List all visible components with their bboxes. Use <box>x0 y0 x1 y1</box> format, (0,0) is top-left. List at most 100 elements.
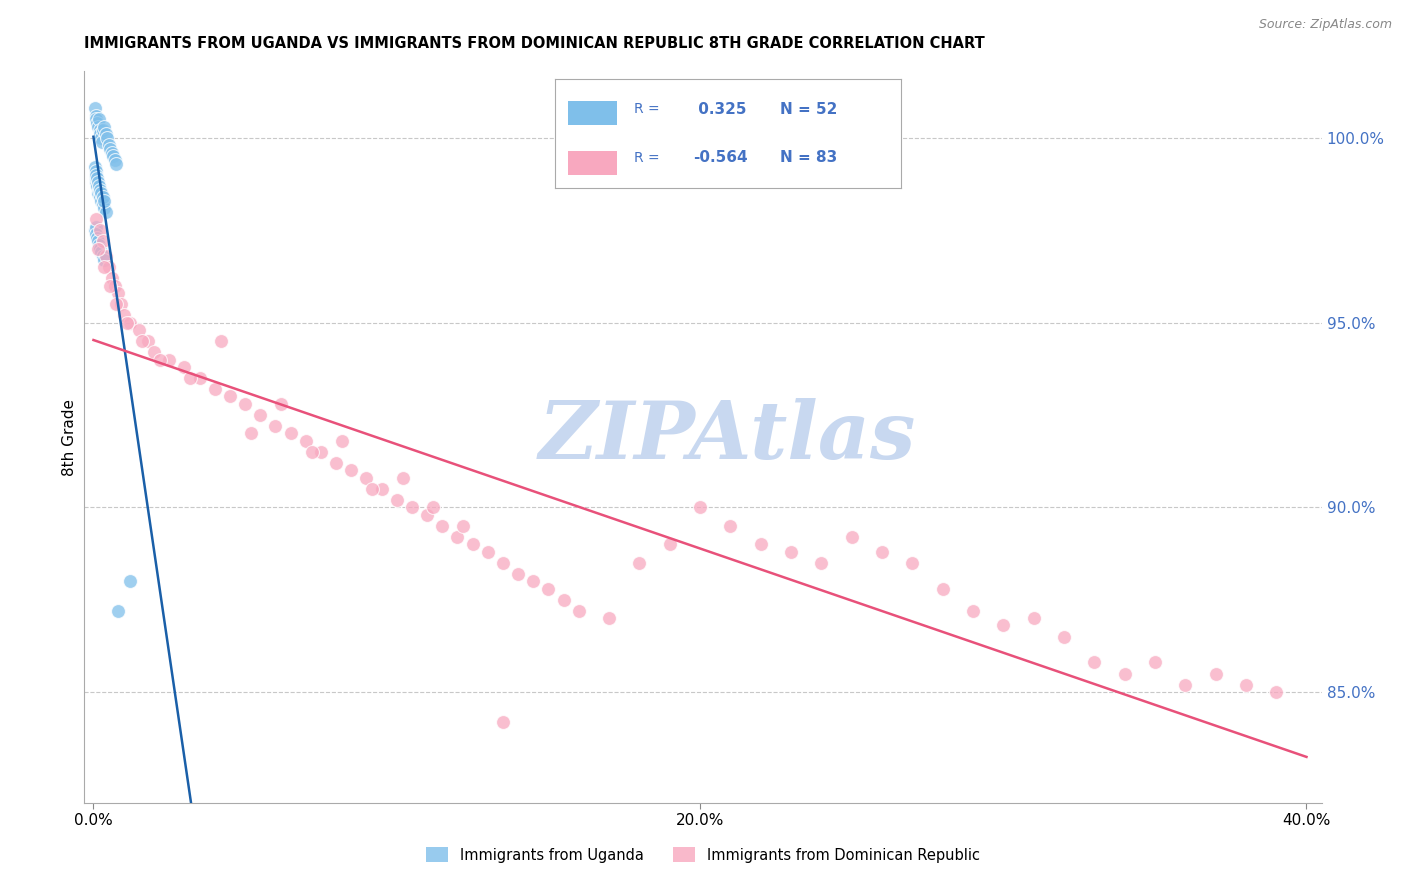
Point <box>90 245 112 260</box>
Point <box>87 120 110 134</box>
Point <box>128 323 150 337</box>
Point <box>492 556 515 570</box>
Point <box>104 153 127 167</box>
Point <box>101 149 124 163</box>
Point <box>1205 666 1227 681</box>
Point <box>401 500 423 515</box>
Point <box>94 249 117 263</box>
Point <box>340 463 363 477</box>
Point <box>84 219 107 234</box>
Point <box>522 574 544 589</box>
Point <box>309 445 332 459</box>
Point <box>98 278 121 293</box>
Point <box>115 316 138 330</box>
Point <box>89 123 111 137</box>
Point <box>1265 685 1288 699</box>
Point <box>553 592 575 607</box>
Point <box>416 508 439 522</box>
Point <box>100 271 122 285</box>
Point <box>118 574 141 589</box>
Point <box>356 471 378 485</box>
Point <box>240 426 263 441</box>
Point <box>477 544 499 558</box>
Point <box>780 544 803 558</box>
Text: IMMIGRANTS FROM UGANDA VS IMMIGRANTS FROM DOMINICAN REPUBLIC 8TH GRADE CORRELATI: IMMIGRANTS FROM UGANDA VS IMMIGRANTS FRO… <box>84 36 986 51</box>
Point <box>86 212 108 227</box>
Point <box>841 530 863 544</box>
Point <box>901 556 924 570</box>
Point <box>93 260 115 274</box>
Point <box>157 352 180 367</box>
Point <box>209 334 232 348</box>
Point <box>204 382 226 396</box>
Text: Source: ZipAtlas.com: Source: ZipAtlas.com <box>1258 18 1392 31</box>
Point <box>1053 630 1076 644</box>
Legend: Immigrants from Uganda, Immigrants from Dominican Republic: Immigrants from Uganda, Immigrants from … <box>420 841 986 869</box>
Point <box>84 223 107 237</box>
Point <box>87 178 110 193</box>
Point <box>461 537 484 551</box>
Point <box>537 582 560 596</box>
Point <box>89 190 111 204</box>
Point <box>1174 677 1197 691</box>
Point <box>97 260 120 274</box>
Point <box>330 434 353 448</box>
Point <box>506 566 529 581</box>
Point <box>105 157 128 171</box>
Point <box>105 297 128 311</box>
Point <box>86 171 108 186</box>
Point <box>87 235 110 249</box>
Point <box>249 408 271 422</box>
Point <box>325 456 347 470</box>
Point <box>598 611 620 625</box>
Point <box>370 482 392 496</box>
Point <box>94 127 117 141</box>
Point <box>94 204 117 219</box>
Point <box>86 112 108 127</box>
Y-axis label: 8th Grade: 8th Grade <box>62 399 77 475</box>
Point <box>1234 677 1257 691</box>
Point <box>422 500 444 515</box>
Point <box>89 127 111 141</box>
Point <box>86 116 108 130</box>
Point <box>89 223 111 237</box>
Point <box>870 544 893 558</box>
Point <box>86 227 108 241</box>
Point <box>87 183 110 197</box>
Point <box>110 297 132 311</box>
Point <box>93 194 115 208</box>
Text: ZIPAtlas: ZIPAtlas <box>538 399 917 475</box>
Point <box>89 183 111 197</box>
Point <box>87 112 110 127</box>
Point <box>86 230 108 244</box>
Point <box>87 242 110 256</box>
Point <box>149 352 172 367</box>
Point <box>143 345 166 359</box>
Point <box>91 190 114 204</box>
Point <box>962 604 984 618</box>
Point <box>90 194 112 208</box>
Point <box>93 252 115 267</box>
Point <box>432 518 454 533</box>
Point <box>84 101 107 115</box>
Point <box>91 123 114 137</box>
Point <box>294 434 316 448</box>
Point <box>749 537 772 551</box>
Point <box>628 556 651 570</box>
Point <box>993 618 1015 632</box>
Point <box>93 201 115 215</box>
Point <box>689 500 711 515</box>
Point <box>96 131 118 145</box>
Point <box>98 142 121 156</box>
Point <box>107 604 129 618</box>
Point <box>118 316 141 330</box>
Point <box>86 171 108 186</box>
Point <box>86 168 108 182</box>
Point <box>84 109 107 123</box>
Point <box>1114 666 1136 681</box>
Point <box>219 389 242 403</box>
Point <box>84 164 107 178</box>
Point <box>233 397 256 411</box>
Point <box>97 138 120 153</box>
Point <box>446 530 468 544</box>
